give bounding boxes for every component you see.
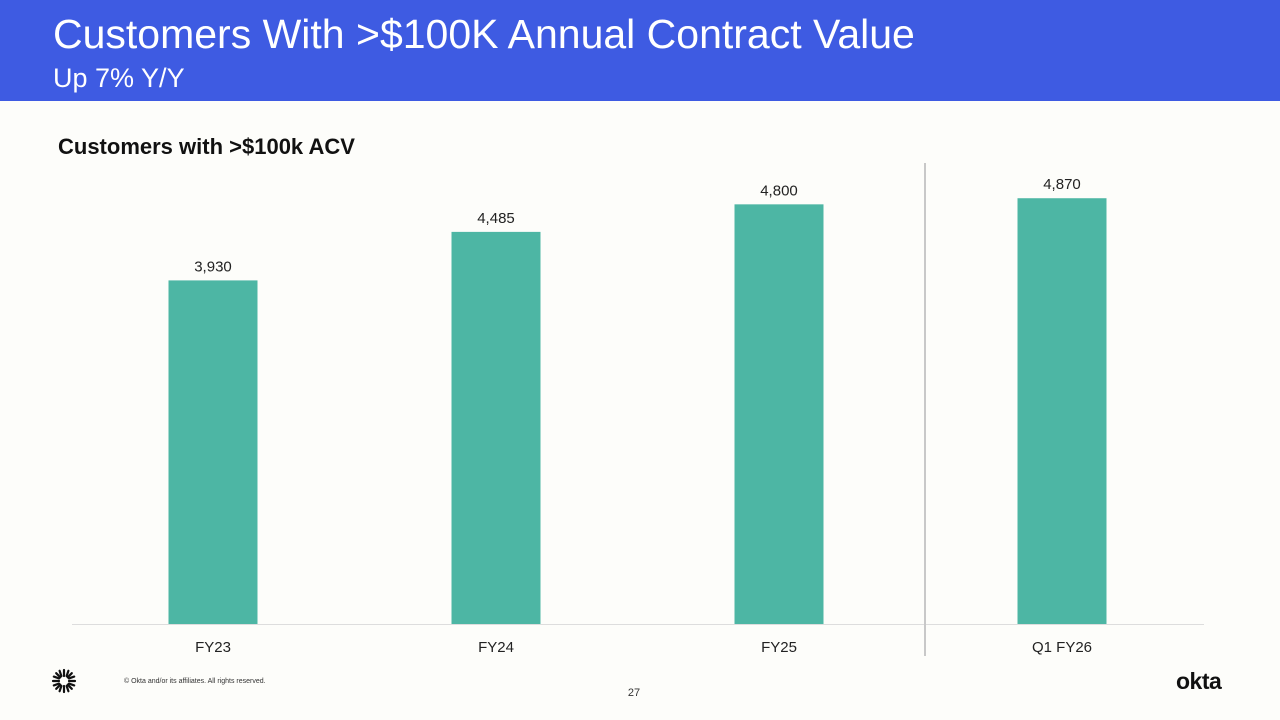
bar-value-label: 4,485 — [477, 210, 515, 227]
slide-title: Customers With >$100K Annual Contract Va… — [53, 11, 915, 57]
page-number: 27 — [627, 687, 641, 699]
okta-logo: okta — [1176, 668, 1222, 694]
bar-value-label: 3,930 — [194, 258, 232, 275]
category-label: FY23 — [195, 639, 231, 656]
bar-value-label: 4,800 — [760, 182, 798, 199]
bar-value-label: 4,870 — [1043, 176, 1081, 193]
chart-title: Customers with >$100k ACV — [58, 134, 355, 159]
copyright-notice: © Okta and/or its affiliates. All rights… — [124, 678, 266, 685]
bar-fy23 — [168, 280, 258, 624]
category-label: Q1 FY26 — [1032, 639, 1092, 656]
bar-q1-fy26 — [1017, 198, 1107, 625]
okta-sunburst-icon — [51, 668, 77, 694]
slide-header: Customers With >$100K Annual Contract Va… — [0, 0, 1280, 101]
bar-fy25 — [734, 204, 824, 625]
slide-subtitle: Up 7% Y/Y — [53, 63, 185, 93]
bar-fy24 — [451, 231, 541, 624]
category-label: FY25 — [761, 639, 797, 656]
category-label: FY24 — [478, 639, 514, 656]
